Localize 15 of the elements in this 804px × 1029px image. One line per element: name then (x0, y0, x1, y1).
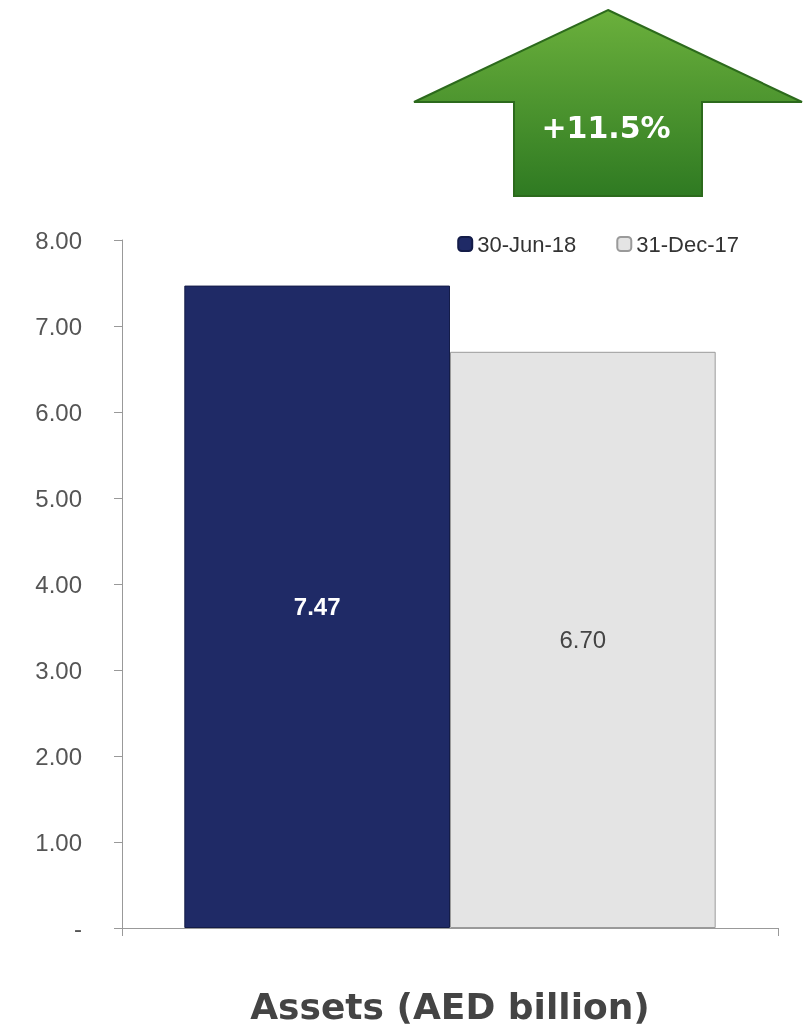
y-tick-label: 1.00 (35, 828, 82, 856)
legend-label: 30-Jun-18 (477, 231, 577, 257)
data-label: 7.47 (293, 593, 341, 621)
y-tick-label: 7.00 (35, 312, 82, 340)
y-tick-label: 5.00 (35, 484, 82, 512)
y-tick-label: 8.00 (35, 226, 82, 254)
y-tick-label: 2.00 (35, 742, 82, 770)
y-tick-label: 4.00 (35, 570, 82, 598)
y-tick-label: - (74, 914, 82, 942)
y-tick-label: 3.00 (35, 656, 82, 684)
legend-label: 31-Dec-17 (636, 231, 739, 257)
text: +11.5% (540, 110, 672, 145)
x-axis-title: Assets (AED billion) (250, 985, 650, 1027)
data-label: 6.70 (559, 626, 607, 654)
y-tick-label: 6.00 (35, 398, 82, 426)
